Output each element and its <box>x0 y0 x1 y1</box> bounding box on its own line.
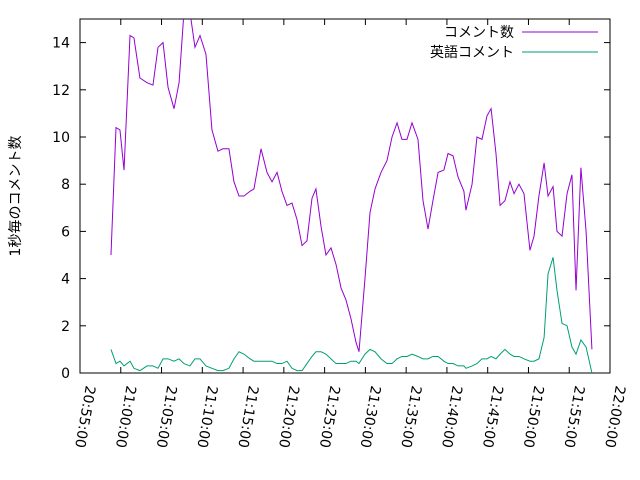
x-tick-label: 21:20:00 <box>275 384 302 449</box>
y-tick-label: 0 <box>61 366 70 382</box>
y-tick-label: 8 <box>61 177 70 193</box>
y-tick-label: 4 <box>61 272 70 288</box>
x-tick-label: 21:45:00 <box>479 384 506 449</box>
x-tick-label: 21:30:00 <box>357 384 384 449</box>
plot-area <box>110 19 593 373</box>
x-tick-label: 21:10:00 <box>193 384 220 449</box>
series-line <box>110 19 593 352</box>
x-tick-label: 20:55:00 <box>71 384 98 449</box>
x-tick-label: 21:15:00 <box>234 384 261 449</box>
plot-frame <box>79 18 611 374</box>
y-axis-label: 1秒毎のコメント数 <box>8 136 24 257</box>
legend-label: コメント数 <box>444 25 514 41</box>
x-tick-label: 21:50:00 <box>520 384 547 449</box>
legend-label: 英語コメント <box>430 44 514 61</box>
y-tick-label: 14 <box>52 36 70 52</box>
x-tick-label: 22:00:00 <box>601 384 628 449</box>
y-tick-label: 10 <box>52 130 70 146</box>
x-tick-label: 21:05:00 <box>153 384 180 449</box>
x-tick-label: 21:25:00 <box>316 384 343 449</box>
y-tick-label: 12 <box>52 83 70 99</box>
x-tick-label: 21:00:00 <box>112 384 139 449</box>
series-line <box>110 257 593 373</box>
y-tick-label: 6 <box>61 224 70 240</box>
x-tick-label: 21:40:00 <box>438 384 465 449</box>
x-tick-label: 21:55:00 <box>560 384 587 449</box>
x-tick-label: 21:35:00 <box>397 384 424 449</box>
y-tick-label: 2 <box>61 319 70 335</box>
